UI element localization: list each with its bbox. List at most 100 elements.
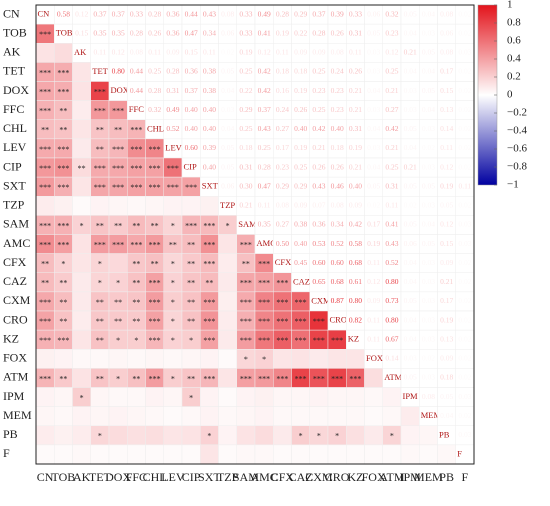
significance-label: **: [132, 374, 140, 383]
significance-label: *: [244, 355, 248, 364]
value-label: 0.09: [349, 201, 362, 210]
significance-label: ***: [39, 221, 51, 230]
value-label: 0.06: [221, 28, 234, 37]
significance-label: ***: [167, 164, 179, 173]
value-label: 0.18: [239, 143, 252, 152]
colorbar-label: −0.4: [507, 125, 527, 137]
column-label: TZP: [217, 470, 239, 484]
heat-cell: [309, 444, 329, 465]
value-label: 0.42: [312, 124, 325, 133]
column-label: SXT: [198, 470, 221, 484]
diagonal-label: AMC: [257, 238, 277, 248]
column-label: AK: [73, 470, 91, 484]
significance-label: ***: [203, 240, 215, 249]
significance-label: ***: [57, 164, 69, 173]
value-label: 0.04: [221, 86, 234, 95]
value-label: 0.32: [385, 9, 398, 18]
significance-label: *: [262, 355, 266, 364]
significance-label: **: [187, 317, 195, 326]
value-label: 0.37: [93, 9, 106, 18]
value-label: 0.33: [239, 9, 252, 18]
heat-cell: [419, 425, 438, 446]
heat-cell: [35, 444, 55, 465]
heat-cell: [273, 444, 292, 465]
heat-cell: [35, 406, 55, 426]
value-label: 0.11: [93, 48, 106, 57]
significance-label: ***: [39, 164, 51, 173]
value-label: 0.36: [166, 28, 179, 37]
value-label: 0.02: [458, 334, 471, 343]
value-label: 0.21: [349, 162, 362, 171]
value-label: 0.23: [331, 105, 344, 114]
heat-cell: [218, 234, 237, 254]
value-label: 0.09: [440, 258, 453, 267]
significance-label: ***: [94, 183, 106, 192]
significance-label: *: [335, 432, 339, 441]
diagonal-label: CXM: [311, 295, 331, 305]
value-label: 0.27: [276, 124, 289, 133]
diagonal-label: MEM: [421, 410, 442, 420]
value-label: 0.32: [148, 105, 161, 114]
value-label: 0.04: [422, 9, 435, 18]
value-label: 0.21: [404, 48, 417, 57]
row-label: AMC: [3, 236, 30, 250]
row-label: LEV: [3, 140, 27, 154]
heat-cell: [163, 196, 183, 216]
colorbar-label: −0.2: [507, 107, 527, 119]
value-label: 0.25: [239, 124, 252, 133]
value-label: 0.03: [422, 334, 435, 343]
heat-cell: [90, 349, 110, 369]
significance-label: ***: [295, 374, 307, 383]
value-label: 0.05: [367, 181, 380, 190]
value-label: 0.80: [112, 67, 125, 76]
value-label: 0.15: [440, 86, 453, 95]
significance-label: **: [132, 221, 140, 230]
heat-cell: [218, 253, 237, 273]
value-label: 0.02: [458, 105, 471, 114]
value-label: 0.13: [440, 334, 453, 343]
significance-label: ***: [39, 145, 51, 154]
significance-label: ***: [57, 240, 69, 249]
significance-label: **: [132, 317, 140, 326]
significance-label: ***: [203, 317, 215, 326]
significance-label: **: [187, 260, 195, 269]
value-label: 0.03: [458, 220, 471, 229]
value-label: 0.39: [203, 143, 216, 152]
significance-label: *: [171, 317, 175, 326]
value-label: 0.25: [385, 162, 398, 171]
value-label: 0.04: [422, 67, 435, 76]
heat-cell: [108, 349, 128, 369]
heat-cell: [145, 387, 164, 407]
heat-cell: [218, 425, 237, 446]
significance-label: ***: [203, 260, 215, 269]
heat-cell: [346, 387, 365, 407]
value-label: 0.44: [130, 86, 143, 95]
value-label: 0.25: [312, 67, 325, 76]
heat-cell: [54, 349, 73, 369]
value-label: 0.05: [422, 181, 435, 190]
value-label: 0.03: [422, 258, 435, 267]
value-label: 0.47: [185, 28, 198, 37]
value-label: 0.24: [276, 105, 289, 114]
value-label: 0.11: [148, 48, 161, 57]
value-label: 0.04: [367, 124, 380, 133]
significance-label: **: [114, 298, 122, 307]
value-label: 0.02: [458, 354, 471, 363]
significance-label: ***: [240, 298, 252, 307]
heat-cell: [218, 291, 237, 312]
significance-label: ***: [240, 336, 252, 345]
row-label: TZP: [3, 198, 25, 212]
heat-cell: [364, 444, 383, 465]
value-label: 0.36: [312, 220, 325, 229]
significance-label: **: [59, 374, 67, 383]
diagonal-label: CAZ: [293, 276, 310, 286]
value-label: 0.36: [166, 9, 179, 18]
significance-label: ***: [276, 336, 288, 345]
value-label: 0.08: [440, 9, 453, 18]
significance-label: ***: [130, 164, 142, 173]
significance-label: ***: [258, 279, 270, 288]
significance-label: **: [96, 374, 104, 383]
heat-cell: [35, 387, 55, 407]
value-label: 0.43: [312, 181, 325, 190]
column-label: MEM: [414, 470, 443, 484]
